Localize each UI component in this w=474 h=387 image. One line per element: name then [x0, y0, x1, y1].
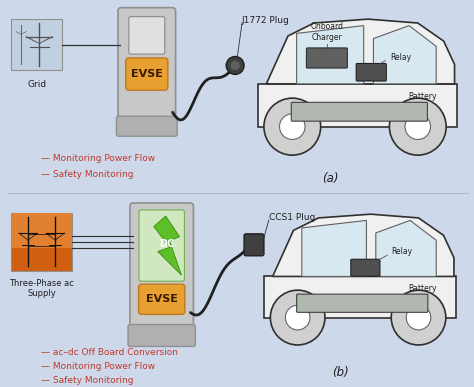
Circle shape [226, 57, 244, 74]
FancyBboxPatch shape [11, 19, 63, 70]
FancyBboxPatch shape [292, 102, 428, 121]
Text: Grid: Grid [27, 80, 46, 89]
Text: Relay: Relay [390, 53, 411, 62]
Polygon shape [266, 19, 455, 84]
Text: Onboard
Charger: Onboard Charger [310, 22, 343, 42]
Text: — Monitoring Power Flow: — Monitoring Power Flow [41, 362, 155, 371]
Circle shape [285, 305, 310, 330]
Circle shape [230, 60, 240, 70]
Text: — Safety Monitoring: — Safety Monitoring [41, 376, 133, 385]
Polygon shape [297, 26, 364, 84]
FancyBboxPatch shape [139, 210, 184, 281]
Circle shape [280, 114, 305, 139]
FancyBboxPatch shape [351, 259, 380, 276]
Circle shape [391, 290, 446, 345]
Polygon shape [374, 26, 436, 84]
Text: CCS1 Plug: CCS1 Plug [269, 213, 315, 223]
Text: Relay: Relay [392, 247, 412, 256]
Text: Battery: Battery [409, 284, 437, 293]
FancyBboxPatch shape [11, 213, 73, 271]
FancyBboxPatch shape [126, 58, 168, 90]
Polygon shape [264, 276, 456, 318]
Text: — Monitoring Power Flow: — Monitoring Power Flow [41, 154, 155, 163]
FancyBboxPatch shape [129, 17, 165, 54]
Circle shape [389, 98, 446, 155]
Polygon shape [302, 221, 366, 276]
FancyBboxPatch shape [11, 213, 73, 248]
Text: (b): (b) [332, 366, 349, 379]
Polygon shape [376, 221, 436, 276]
Polygon shape [154, 216, 182, 275]
FancyBboxPatch shape [128, 325, 195, 346]
Text: Three-Phase ac
Supply: Three-Phase ac Supply [9, 279, 74, 298]
Polygon shape [258, 84, 457, 127]
Text: DC: DC [159, 240, 174, 249]
Circle shape [270, 290, 325, 345]
Text: — ac–dc Off Board Conversion: — ac–dc Off Board Conversion [41, 348, 178, 357]
Text: J1772 Plug: J1772 Plug [241, 16, 289, 25]
FancyBboxPatch shape [244, 234, 264, 256]
Text: EVSE: EVSE [146, 294, 178, 304]
FancyBboxPatch shape [297, 294, 428, 312]
FancyBboxPatch shape [130, 203, 193, 343]
Circle shape [264, 98, 321, 155]
Polygon shape [273, 214, 454, 276]
Text: Battery: Battery [408, 92, 437, 101]
FancyBboxPatch shape [138, 284, 185, 314]
Text: (a): (a) [322, 171, 338, 185]
FancyBboxPatch shape [356, 63, 386, 81]
Circle shape [405, 114, 430, 139]
Text: — Safety Monitoring: — Safety Monitoring [41, 170, 133, 178]
Text: EVSE: EVSE [131, 69, 163, 79]
FancyBboxPatch shape [118, 8, 175, 133]
FancyBboxPatch shape [307, 48, 347, 68]
Circle shape [406, 305, 431, 330]
FancyBboxPatch shape [117, 116, 177, 136]
